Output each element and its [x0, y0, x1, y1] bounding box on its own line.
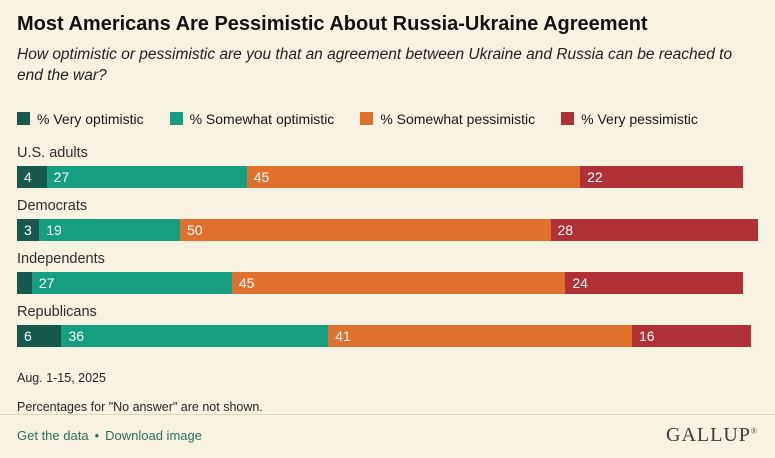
bar-value-label: 6 [24, 327, 32, 344]
category-label: U.S. adults [17, 144, 88, 161]
bar-group: U.S. adults 4 27 45 22 [17, 145, 758, 188]
chart-subtitle-question: How optimistic or pessimistic are you th… [17, 46, 733, 84]
survey-dates: Aug. 1-15, 2025 [17, 370, 106, 385]
legend-item: % Very pessimistic [561, 111, 698, 127]
legend-label: % Somewhat optimistic [189, 110, 335, 127]
bar-value-label: 50 [187, 221, 203, 238]
bar-value-label: 45 [238, 274, 255, 291]
bar-group: Democrats 3 19 50 28 [17, 198, 758, 241]
bar-segment: 3 [17, 218, 40, 241]
bar-value-label: 4 [24, 168, 32, 185]
footer-links-separator: • [94, 427, 100, 443]
bar-segment: 27 [31, 271, 232, 294]
bar-value-label: 16 [639, 327, 655, 344]
legend-label: % Very optimistic [37, 110, 144, 127]
stacked-bar: 27 45 24 [17, 271, 758, 294]
bar-segment: 45 [231, 271, 566, 294]
bar-segment: 22 [580, 165, 744, 188]
gallup-wordmark: GALLUP [666, 423, 751, 446]
bar-value-label: 3 [24, 221, 32, 238]
legend-swatch-icon [17, 112, 30, 126]
download-image-link[interactable]: Download image [105, 427, 202, 443]
bar-group: Independents 27 45 24 [17, 251, 758, 294]
bar-segment: 50 [180, 218, 551, 241]
bar-rows: U.S. adults 4 27 45 22 Democrats 3 19 50 28 Indepe… [17, 145, 758, 357]
bar-segment: 36 [61, 324, 329, 347]
legend-label: % Somewhat pessimistic [380, 110, 536, 127]
gallup-logo: GALLUP® [666, 424, 758, 447]
registered-trademark-icon: ® [750, 426, 758, 436]
bar-value-label: 19 [46, 221, 62, 238]
bar-segment: 19 [39, 218, 180, 241]
stacked-bar: 6 36 41 16 [17, 324, 758, 347]
bar-segment: 6 [17, 324, 62, 347]
bar-value-label: 27 [38, 274, 55, 291]
legend-swatch-icon [561, 112, 575, 126]
category-label: Independents [17, 250, 105, 267]
bar-value-label: 28 [557, 221, 574, 238]
footer-links: Get the data • Download image [17, 428, 202, 443]
stacked-bar: 4 27 45 22 [17, 165, 758, 188]
no-answer-note: Percentages for "No answer" are not show… [17, 399, 263, 414]
bar-segment: 24 [565, 271, 744, 294]
footer-bar: Get the data • Download image GALLUP® [0, 413, 775, 458]
legend-item: % Very optimistic [17, 111, 144, 127]
bar-segment: 41 [328, 324, 632, 347]
bar-segment: 4 [17, 165, 47, 188]
legend-swatch-icon [169, 112, 183, 126]
bar-segment: 28 [550, 218, 758, 241]
page-title: Most Americans Are Pessimistic About Rus… [17, 13, 648, 35]
category-label: Republicans [17, 303, 97, 320]
bar-value-label: 22 [587, 168, 603, 185]
bar-segment: 45 [246, 165, 581, 188]
bar-segment: 16 [632, 324, 751, 347]
bar-group: Republicans 6 36 41 16 [17, 304, 758, 347]
bar-segment: 27 [46, 165, 247, 188]
legend-swatch-icon [360, 112, 374, 126]
stacked-bar: 3 19 50 28 [17, 218, 758, 241]
bar-segment [17, 271, 32, 294]
legend: % Very optimistic % Somewhat optimistic % … [17, 111, 758, 127]
bar-value-label: 27 [53, 168, 70, 185]
legend-item: % Somewhat optimistic [169, 110, 335, 127]
bar-value-label: 36 [68, 327, 85, 344]
bar-value-label: 45 [253, 168, 270, 185]
legend-label: % Very pessimistic [581, 110, 698, 127]
get-the-data-link[interactable]: Get the data [17, 427, 89, 443]
bar-value-label: 24 [572, 274, 588, 291]
category-label: Democrats [17, 197, 88, 214]
legend-item: % Somewhat pessimistic [360, 111, 535, 127]
bar-value-label: 41 [335, 327, 351, 344]
